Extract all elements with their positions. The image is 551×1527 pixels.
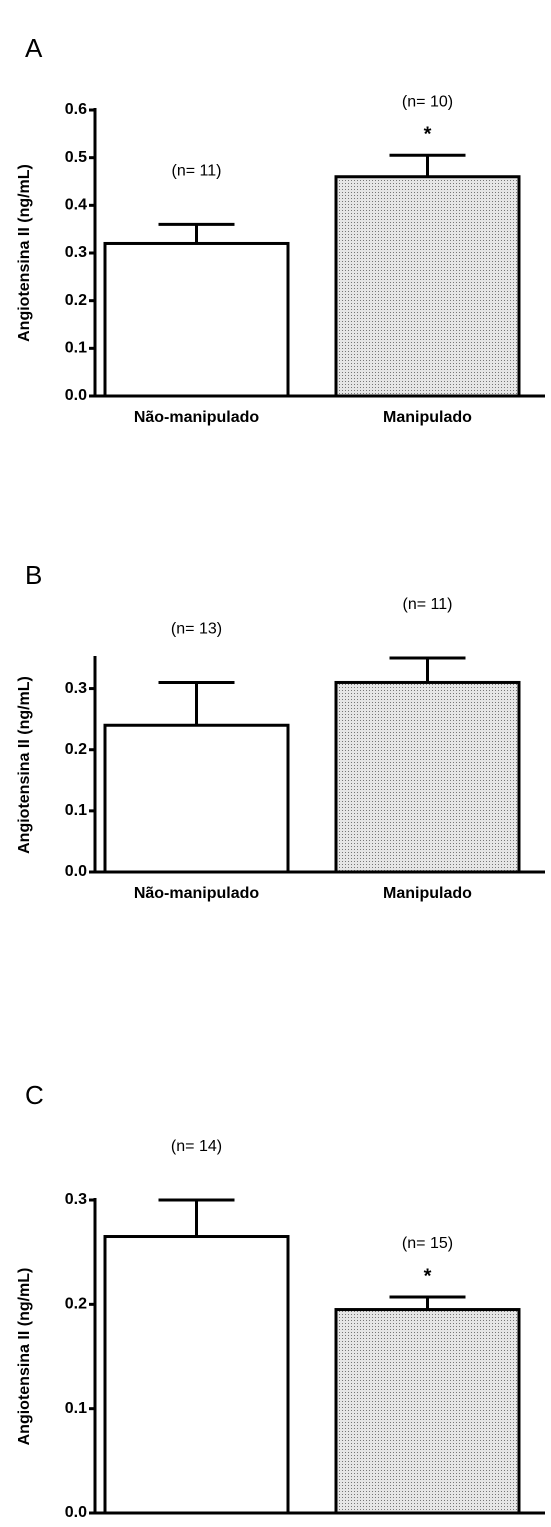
x-tick-label: Manipulado xyxy=(383,885,472,902)
x-tick-label: Manipulado xyxy=(383,409,472,426)
y-axis-label: Angiotensina II (ng/mL) xyxy=(16,1268,33,1446)
y-tick-label: 0.0 xyxy=(65,863,87,880)
y-tick-label: 0.2 xyxy=(65,741,87,758)
y-tick-label: 0.2 xyxy=(65,292,87,309)
bar xyxy=(334,1308,521,1515)
y-tick-label: 0.1 xyxy=(65,802,87,819)
y-tick-label: 0.0 xyxy=(65,1504,87,1521)
bar xyxy=(334,680,521,874)
panel-label: C xyxy=(25,1080,44,1110)
significance-mark: * xyxy=(424,1265,432,1287)
bar xyxy=(103,241,290,398)
x-tick-label: Não-manipulado xyxy=(134,409,260,426)
y-tick-label: 0.2 xyxy=(65,1296,87,1313)
significance-mark: * xyxy=(424,124,432,146)
y-tick-label: 0.1 xyxy=(65,340,87,357)
n-label: (n= 11) xyxy=(403,596,453,613)
bar xyxy=(103,1235,290,1515)
n-label: (n= 11) xyxy=(172,163,222,180)
n-label: (n= 14) xyxy=(171,1138,222,1155)
n-label: (n= 15) xyxy=(402,1235,453,1252)
bar xyxy=(103,723,290,874)
y-axis-label: Angiotensina II (ng/mL) xyxy=(16,676,33,854)
y-tick-label: 0.3 xyxy=(65,680,87,697)
y-tick-label: 0.0 xyxy=(65,387,87,404)
y-tick-label: 0.3 xyxy=(65,244,87,261)
y-tick-label: 0.4 xyxy=(65,197,87,214)
panel-label: B xyxy=(25,560,42,590)
y-tick-label: 0.5 xyxy=(65,149,87,166)
y-tick-label: 0.6 xyxy=(65,101,87,118)
n-label: (n= 10) xyxy=(402,94,453,111)
bar xyxy=(334,175,521,398)
y-axis-label: Angiotensina II (ng/mL) xyxy=(16,164,33,342)
panel-label: A xyxy=(25,33,43,63)
n-label: (n= 13) xyxy=(171,621,222,638)
x-tick-label: Não-manipulado xyxy=(134,885,260,902)
y-tick-label: 0.1 xyxy=(65,1400,87,1417)
y-tick-label: 0.3 xyxy=(65,1191,87,1208)
